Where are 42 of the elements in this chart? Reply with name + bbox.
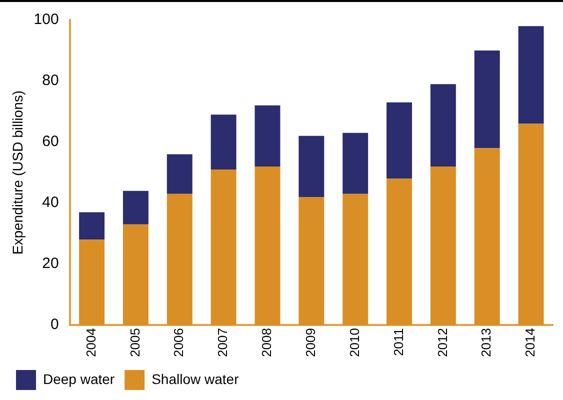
x-tick-label: 2007 bbox=[215, 328, 230, 357]
bar bbox=[122, 190, 148, 224]
bar bbox=[254, 166, 280, 326]
x-tick-label: 2005 bbox=[127, 328, 142, 357]
y-tick-label: 0 bbox=[50, 316, 59, 334]
bar bbox=[474, 148, 500, 326]
bar bbox=[386, 178, 412, 326]
bar bbox=[518, 26, 544, 124]
bar bbox=[166, 154, 192, 194]
y-axis-title: Expenditure (USD billions) bbox=[9, 90, 26, 255]
bar bbox=[518, 124, 544, 326]
x-tick-label: 2010 bbox=[346, 328, 362, 357]
x-tick-label: 2012 bbox=[434, 328, 450, 357]
legend-label: Deep water bbox=[43, 370, 115, 387]
bar bbox=[298, 196, 324, 326]
bar bbox=[79, 240, 105, 326]
y-tick-label: 80 bbox=[42, 72, 59, 90]
bar bbox=[342, 132, 368, 194]
bar bbox=[210, 114, 236, 170]
bar bbox=[254, 105, 280, 166]
bar bbox=[474, 50, 500, 148]
y-tick-label: 40 bbox=[42, 194, 59, 212]
bar bbox=[122, 224, 148, 326]
legend-label: Shallow water bbox=[152, 370, 240, 387]
bar bbox=[298, 136, 324, 197]
bar bbox=[386, 102, 412, 179]
y-tick-label: 20 bbox=[42, 255, 59, 272]
x-tick-label: 2009 bbox=[302, 328, 318, 357]
bar bbox=[430, 166, 456, 326]
bar bbox=[79, 212, 105, 240]
x-tick-label: 2013 bbox=[478, 328, 494, 357]
x-tick-label: 2014 bbox=[522, 328, 538, 357]
bar bbox=[342, 194, 368, 326]
y-tick-label: 60 bbox=[42, 133, 59, 150]
bar bbox=[166, 194, 192, 326]
x-tick-label: 2004 bbox=[83, 328, 98, 357]
x-tick-label: 2008 bbox=[259, 328, 274, 357]
x-tick-label: 2006 bbox=[171, 328, 186, 357]
bar bbox=[210, 169, 236, 326]
bar bbox=[430, 84, 456, 166]
y-tick-label: 100 bbox=[34, 11, 59, 28]
x-tick-label: 2011 bbox=[390, 328, 406, 356]
